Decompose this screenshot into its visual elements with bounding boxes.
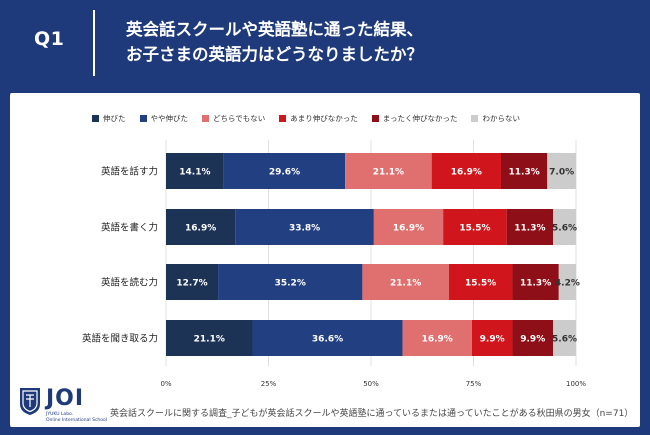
data-label-3-0: 21.1% (194, 335, 225, 345)
bar-0-3 (431, 153, 501, 189)
question-title: 英会話スクールや英語塾に通った結果、 お子さまの英語力はどうなりましたか？ (126, 17, 566, 67)
bar-3-5 (553, 320, 576, 356)
data-label-3-1: 36.6% (312, 335, 343, 345)
data-label-3-5: 5.6% (552, 335, 577, 345)
legend-label-3: あまり伸びなかった (290, 113, 358, 123)
logo-wordmark: JOI (46, 386, 85, 411)
bar-1-3 (443, 209, 507, 245)
chart-panel (10, 93, 640, 427)
data-label-0-3: 16.9% (451, 168, 482, 178)
bar-0-0 (166, 153, 224, 189)
bar-1-4 (506, 209, 554, 245)
legend-swatch-4 (371, 114, 379, 122)
legend-swatch-1 (139, 114, 147, 122)
question-header: Q1 英会話スクールや英語塾に通った結果、 お子さまの英語力はどうなりましたか？ (0, 0, 650, 88)
x-tick-label-0: 0% (160, 380, 171, 388)
chart-legend: 伸びた やや伸びた どちらでもない あまり伸びなかった まったく伸びなかった わ… (92, 111, 520, 125)
x-tick-label-4: 100% (566, 380, 586, 388)
data-label-2-5: 4.2% (555, 279, 580, 289)
bar-1-2 (373, 209, 444, 245)
bar-3-4 (512, 320, 554, 356)
legend-item-0: 伸びた (92, 113, 126, 124)
bar-2-3 (448, 264, 513, 300)
x-tick-label-2: 50% (363, 380, 379, 388)
legend-swatch-0 (92, 114, 99, 122)
bar-2-0 (166, 264, 219, 300)
data-label-2-0: 12.7% (176, 279, 207, 289)
bar-2-1 (218, 264, 363, 300)
data-label-1-0: 16.9% (185, 224, 216, 234)
bar-3-3 (471, 320, 513, 356)
bar-0-1 (223, 153, 346, 189)
survey-footnote: 英会話スクールに関する調査_子どもが英会話スクールや英語塾に通っているまたは通っ… (110, 409, 634, 419)
data-label-2-3: 15.5% (465, 279, 496, 289)
legend-swatch-5 (471, 114, 479, 122)
data-label-0-1: 29.6% (269, 168, 300, 178)
legend-item-3: あまり伸びなかった (279, 113, 358, 124)
data-label-2-4: 11.3% (520, 279, 551, 289)
legend-label-4: まったく伸びなかった (382, 113, 458, 123)
category-label-0: 英語を話す力 (101, 166, 158, 178)
legend-label-2: どちらでもない (213, 113, 266, 123)
legend-swatch-2 (202, 114, 209, 122)
category-label-2: 英語を読む力 (101, 277, 158, 289)
bar-3-1 (252, 320, 403, 356)
data-label-2-1: 35.2% (275, 279, 306, 289)
legend-label-5: わからない (482, 113, 520, 123)
x-tick-label-3: 75% (466, 380, 482, 388)
data-label-1-3: 15.5% (459, 224, 490, 234)
bar-1-1 (235, 209, 374, 245)
header-divider (93, 10, 95, 76)
bar-1-0 (166, 209, 236, 245)
data-label-1-1: 33.8% (289, 224, 320, 234)
category-label-3: 英語を聞き取る力 (82, 333, 158, 345)
logo-subtitle-1: JYUKU Labo. (46, 412, 74, 417)
x-tick-label-1: 25% (261, 380, 277, 388)
data-label-0-0: 14.1% (179, 168, 210, 178)
legend-swatch-3 (279, 114, 287, 122)
data-label-3-3: 9.9% (480, 335, 505, 345)
bar-3-2 (402, 320, 472, 356)
data-label-1-2: 16.9% (393, 224, 424, 234)
legend-item-1: やや伸びた (139, 113, 189, 124)
bar-0-5 (547, 153, 576, 189)
legend-label-0: 伸びた (103, 113, 126, 123)
legend-item-2: どちらでもない (202, 113, 265, 124)
data-label-0-2: 21.1% (373, 168, 404, 178)
data-label-2-2: 21.1% (390, 279, 421, 289)
bar-3-0 (166, 320, 253, 356)
bar-0-4 (500, 153, 548, 189)
question-title-line-2: お子さまの英語力はどうなりましたか？ (126, 45, 423, 64)
bar-0-2 (345, 153, 432, 189)
data-label-0-4: 11.3% (509, 168, 540, 178)
data-label-3-4: 9.9% (520, 335, 545, 345)
bar-2-5 (558, 264, 576, 300)
bar-1-5 (553, 209, 576, 245)
data-label-3-2: 16.9% (422, 335, 453, 345)
joi-logo-icon (20, 388, 40, 415)
data-label-0-5: 7.0% (549, 168, 574, 178)
legend-item-4: まったく伸びなかった (371, 113, 458, 124)
category-label-1: 英語を書く力 (101, 222, 158, 234)
question-number: Q1 (34, 28, 65, 50)
logo-subtitle-2: Online International School (46, 418, 108, 423)
question-title-line-1: 英会話スクールや英語塾に通った結果、 (126, 20, 423, 39)
bar-2-4 (512, 264, 559, 300)
data-label-1-4: 11.3% (514, 224, 545, 234)
bar-2-2 (362, 264, 449, 300)
legend-item-5: わからない (471, 113, 520, 124)
data-label-1-5: 5.6% (552, 224, 577, 234)
legend-label-1: やや伸びた (150, 113, 189, 123)
